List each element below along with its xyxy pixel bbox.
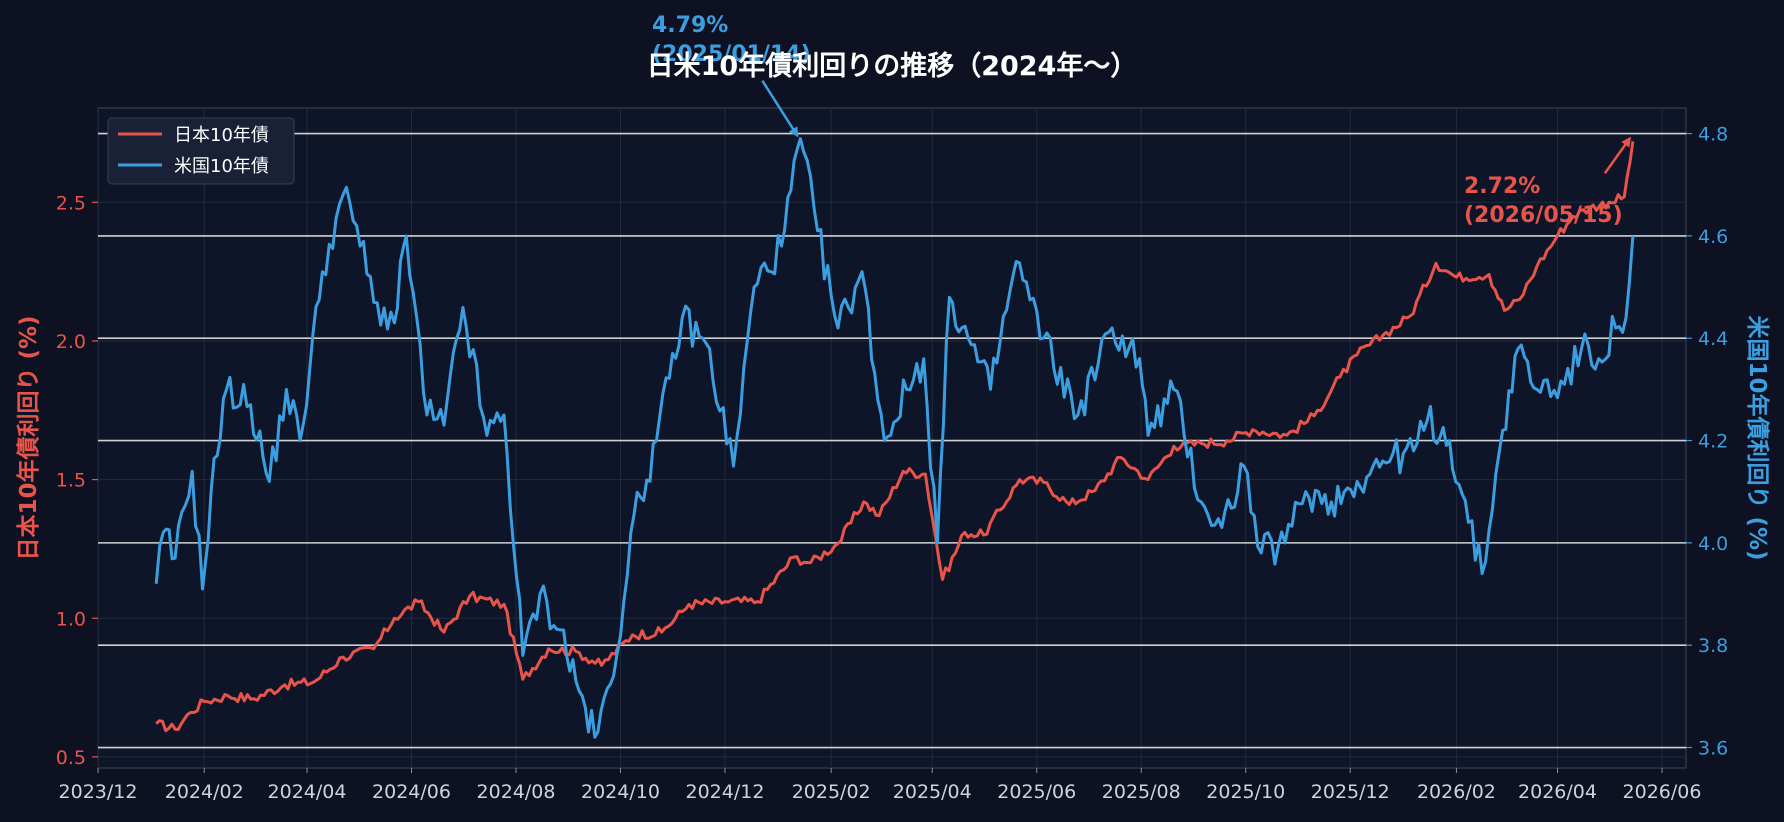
y-left-tick-label: 2.0 xyxy=(56,331,86,353)
annotation-date-japan: (2026/05/15) xyxy=(1464,203,1623,228)
x-tick-label: 2025/10 xyxy=(1206,781,1285,803)
annotation-arrow-us xyxy=(761,80,799,138)
y-left-tick-label: 2.5 xyxy=(56,192,86,214)
x-tick-label: 2024/06 xyxy=(372,781,451,803)
y-axis-label-left: 日本10年債利回り (%) xyxy=(15,315,42,560)
x-tick-label: 2023/12 xyxy=(59,781,138,803)
plot-area xyxy=(97,107,1687,769)
x-tick-label: 2025/02 xyxy=(792,781,871,803)
reference-lines xyxy=(98,132,1686,749)
x-tick-label: 2024/10 xyxy=(581,781,660,803)
x-tick-label: 2026/04 xyxy=(1518,781,1597,803)
x-tick-label: 2024/08 xyxy=(477,781,556,803)
series-lines xyxy=(154,137,1635,739)
y-right-tick-label: 3.6 xyxy=(1698,738,1728,760)
legend-label-japan: 日本10年債 xyxy=(174,125,269,146)
x-tick-label: 2025/12 xyxy=(1311,781,1390,803)
y-left-tick-label: 0.5 xyxy=(56,747,86,769)
annotation-arrow-japan xyxy=(1603,136,1632,175)
y-right-tick-label: 4.0 xyxy=(1698,533,1728,555)
y-right-tick-label: 3.8 xyxy=(1698,635,1728,657)
y-right-tick-label: 4.6 xyxy=(1698,226,1728,248)
x-tick-label: 2025/06 xyxy=(997,781,1076,803)
y-axis-label-right: 米国10年債利回り (%) xyxy=(1744,315,1771,560)
annotation-date-us: (2025/01/14) xyxy=(652,42,811,67)
series-line-japan xyxy=(155,141,1635,733)
x-tick-label: 2024/02 xyxy=(165,781,244,803)
annotation-value-japan: 2.72% xyxy=(1464,174,1540,199)
y-left-tick-label: 1.5 xyxy=(56,470,86,492)
y-right-tick-label: 4.2 xyxy=(1698,431,1728,453)
x-tick-label: 2026/02 xyxy=(1417,781,1496,803)
x-tick-label: 2024/04 xyxy=(268,781,347,803)
y-right-tick-label: 4.8 xyxy=(1698,124,1728,146)
y-right-tick-label: 4.4 xyxy=(1698,328,1728,350)
chart-title: 日米10年債利回りの推移（2024年〜） xyxy=(647,50,1138,82)
series-line-us xyxy=(154,137,1635,739)
x-tick-label: 2024/12 xyxy=(686,781,765,803)
x-tick-label: 2025/08 xyxy=(1102,781,1181,803)
grid xyxy=(97,108,1686,768)
legend: 日本10年債 米国10年債 xyxy=(107,117,295,185)
x-tick-label: 2026/06 xyxy=(1623,781,1702,803)
annotations: 4.79% (2025/01/14) 2.72% (2026/05/15) xyxy=(652,13,1632,228)
y-left-tick-label: 1.0 xyxy=(56,608,86,630)
annotation-value-us: 4.79% xyxy=(652,13,728,38)
legend-label-us: 米国10年債 xyxy=(174,156,269,177)
x-tick-label: 2025/04 xyxy=(893,781,972,803)
axes: 2023/12 2024/02 2024/04 2024/06 2024/08 2024/… xyxy=(56,124,1728,803)
